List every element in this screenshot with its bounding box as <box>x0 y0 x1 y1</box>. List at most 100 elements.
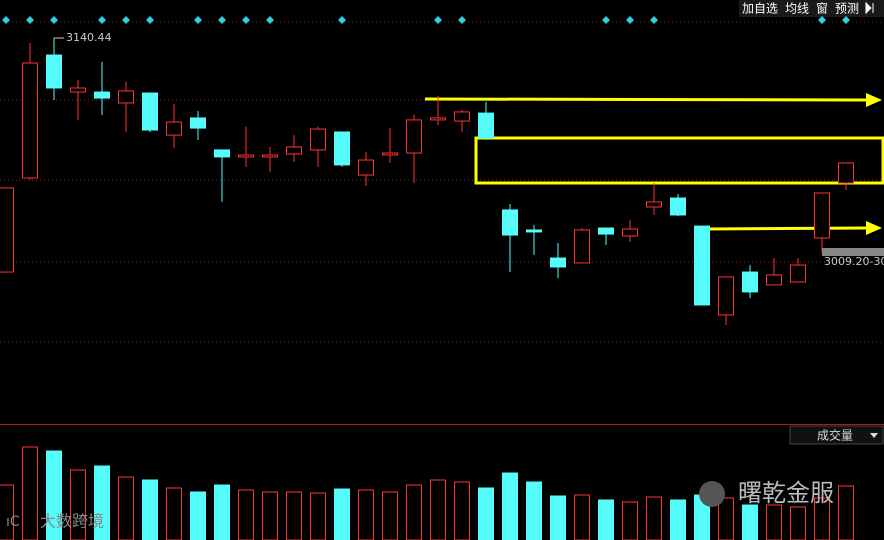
arrow-line <box>424 97 869 102</box>
candle-body <box>694 225 710 306</box>
watermark-logo: ıC <box>6 514 20 530</box>
watermark-text: 大数跨境 <box>40 512 104 531</box>
volume-bar <box>478 487 494 540</box>
event-marker <box>146 16 154 24</box>
candle-body <box>598 227 614 235</box>
arrow-head <box>866 221 882 235</box>
candle-body <box>286 146 302 155</box>
volume-bar <box>718 497 734 540</box>
volume-bar <box>214 484 230 540</box>
volume-bar <box>790 506 806 540</box>
event-marker <box>122 16 130 24</box>
volume-bar <box>550 495 566 540</box>
candle-body <box>190 117 206 129</box>
volume-bar <box>190 491 206 540</box>
candle-body <box>46 54 62 89</box>
volume-bar <box>0 484 14 540</box>
arrow-head <box>866 93 882 107</box>
arrow-line <box>707 226 869 231</box>
volume-selector[interactable]: 成交量 <box>789 425 884 445</box>
volume-bar <box>766 504 782 540</box>
event-marker <box>50 16 58 24</box>
candle-body <box>814 192 830 239</box>
volume-bar <box>814 497 830 540</box>
marks: 3140.44 3009.20-30 <box>0 16 884 540</box>
candle-body <box>790 264 806 283</box>
toolbar-bg <box>739 0 884 17</box>
volume-bar <box>646 496 662 540</box>
volume-bar <box>526 481 542 540</box>
candle-body <box>214 149 230 158</box>
annotation-shapes <box>424 93 884 235</box>
toolbar-button[interactable]: 预测 <box>835 2 859 16</box>
event-marker <box>458 16 466 24</box>
event-marker <box>242 16 250 24</box>
candle-body <box>718 276 734 316</box>
volume-bar <box>238 489 254 540</box>
toolbar-icon[interactable] <box>865 1 874 15</box>
volume-selector-box[interactable] <box>789 425 884 445</box>
candle-body <box>70 87 86 93</box>
volume-bar <box>430 479 446 540</box>
candle-body <box>646 201 662 208</box>
volume-bar <box>262 491 278 540</box>
volume-bar <box>286 491 302 540</box>
volume-bar <box>70 469 86 540</box>
event-marker <box>194 16 202 24</box>
candle-body <box>454 111 470 122</box>
volume-bar <box>358 489 374 540</box>
candle-body <box>622 228 638 237</box>
event-marker <box>338 16 346 24</box>
candle-body <box>430 117 446 121</box>
volume-bar <box>838 485 854 540</box>
dropdown-arrow <box>870 433 878 438</box>
wechat-icon <box>699 481 725 507</box>
candle-body <box>142 92 158 131</box>
event-marker <box>818 16 826 24</box>
volume-label: 成交量 <box>817 428 853 443</box>
candle-body <box>838 162 854 184</box>
volume-bar <box>742 504 758 540</box>
candle-body <box>502 209 518 236</box>
volume-bar <box>502 472 518 540</box>
candle-body <box>766 274 782 286</box>
event-marker <box>218 16 226 24</box>
volume-bar <box>46 450 62 540</box>
toolbar-button[interactable]: 加自选 <box>742 2 778 16</box>
candle-body <box>0 187 14 273</box>
event-marker <box>434 16 442 24</box>
price-marker <box>822 247 884 256</box>
candle-body <box>382 152 398 156</box>
candle-body <box>94 91 110 99</box>
candle-body <box>670 197 686 216</box>
toolbar: 加自选 均线 窗 预测 <box>739 0 884 17</box>
volume-bar <box>670 499 686 540</box>
candle-body <box>238 154 254 158</box>
volume-bar <box>118 476 134 540</box>
volume-bar <box>22 446 38 540</box>
event-marker <box>602 16 610 24</box>
toolbar-button[interactable]: 均线 <box>785 2 809 16</box>
high-label: 3140.44 <box>66 31 112 44</box>
volume-bar <box>94 465 110 540</box>
price-label: 3009.20-30 <box>824 255 884 268</box>
volume-bar <box>598 499 614 540</box>
candle-body <box>526 229 542 233</box>
watermark: 曙乾金服 大数跨境 ıC <box>6 479 834 531</box>
candle-body <box>262 154 278 158</box>
candle-body <box>118 90 134 104</box>
volume-bar <box>334 488 350 540</box>
volume-bar <box>622 501 638 540</box>
candle-body <box>742 271 758 293</box>
volume-bar <box>142 479 158 540</box>
highlight-box <box>474 136 884 185</box>
toolbar-button[interactable]: 窗 <box>816 2 828 16</box>
event-marker <box>266 16 274 24</box>
candle-body <box>478 112 494 139</box>
volume-bar <box>574 494 590 540</box>
volume-bar <box>166 487 182 540</box>
event-marker <box>98 16 106 24</box>
volume-bar <box>310 492 326 540</box>
